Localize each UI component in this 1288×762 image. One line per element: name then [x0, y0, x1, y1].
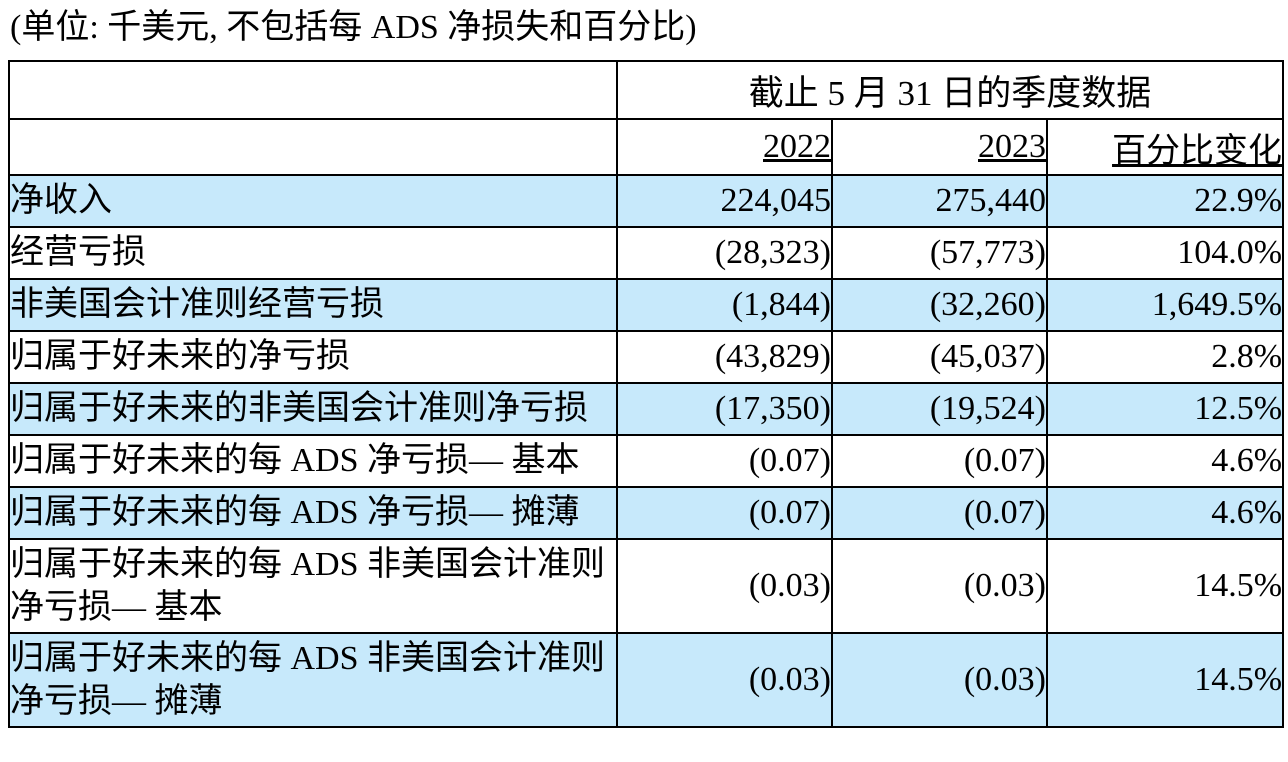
period-span-header: 截止 5 月 31 日的季度数据: [615, 60, 1285, 121]
value-2022: (0.07): [616, 486, 833, 541]
table-row: 经营亏损 (28,323) (57,773) 104.0%: [8, 226, 1285, 281]
value-2023: 275,440: [831, 174, 1048, 229]
value-pct-change: 12.5%: [1045, 382, 1285, 437]
row-label: 归属于好未来的净亏损: [8, 330, 618, 385]
value-2022: (43,829): [616, 330, 833, 385]
quarterly-financials-table: 截止 5 月 31 日的季度数据 2022 2023 百分比变化 净收入 224…: [8, 60, 1285, 729]
header-corner-cell: [8, 118, 618, 177]
header-corner-cell: [8, 60, 618, 121]
table-row: 归属于好未来的非美国会计准则净亏损 (17,350) (19,524) 12.5…: [8, 382, 1285, 437]
table-row: 净收入 224,045 275,440 22.9%: [8, 174, 1285, 229]
value-2023: (0.03): [831, 538, 1048, 635]
column-header-pct-change: 百分比变化: [1045, 118, 1285, 177]
units-caption: (单位: 千美元, 不包括每 ADS 净损失和百分比): [10, 9, 697, 46]
row-label: 经营亏损: [8, 226, 618, 281]
table-row: 非美国会计准则经营亏损 (1,844) (32,260) 1,649.5%: [8, 278, 1285, 333]
row-label: 归属于好未来的每 ADS 非美国会计准则净亏损— 摊薄: [8, 632, 618, 729]
value-pct-change: 2.8%: [1045, 330, 1285, 385]
table-header-span-row: 截止 5 月 31 日的季度数据: [8, 60, 1285, 121]
column-header-label: 2022: [763, 128, 831, 166]
row-label: 归属于好未来的每 ADS 非美国会计准则净亏损— 基本: [8, 538, 618, 635]
table-row: 归属于好未来的每 ADS 净亏损— 摊薄 (0.07) (0.07) 4.6%: [8, 486, 1285, 541]
row-label: 净收入: [8, 174, 618, 229]
value-2023: (0.03): [831, 632, 1048, 729]
row-label: 归属于好未来的非美国会计准则净亏损: [8, 382, 618, 437]
value-2022: (0.07): [616, 434, 833, 489]
column-header-2022: 2022: [616, 118, 833, 177]
value-2023: (0.07): [831, 434, 1048, 489]
value-2022: (0.03): [616, 538, 833, 635]
value-pct-change: 4.6%: [1045, 486, 1285, 541]
value-pct-change: 4.6%: [1045, 434, 1285, 489]
value-2022: (17,350): [616, 382, 833, 437]
table-row: 归属于好未来的净亏损 (43,829) (45,037) 2.8%: [8, 330, 1285, 385]
value-pct-change: 14.5%: [1045, 538, 1285, 635]
table-row: 归属于好未来的每 ADS 非美国会计准则净亏损— 摊薄 (0.03) (0.03…: [8, 632, 1285, 729]
column-header-label: 2023: [978, 128, 1046, 166]
value-pct-change: 14.5%: [1045, 632, 1285, 729]
row-label: 归属于好未来的每 ADS 净亏损— 基本: [8, 434, 618, 489]
row-label: 非美国会计准则经营亏损: [8, 278, 618, 333]
value-2023: (19,524): [831, 382, 1048, 437]
value-2022: (0.03): [616, 632, 833, 729]
value-2023: (45,037): [831, 330, 1048, 385]
value-2022: (28,323): [616, 226, 833, 281]
value-2023: (0.07): [831, 486, 1048, 541]
column-header-2023: 2023: [831, 118, 1048, 177]
value-2022: (1,844): [616, 278, 833, 333]
value-pct-change: 22.9%: [1045, 174, 1285, 229]
column-header-label: 百分比变化: [1112, 132, 1283, 170]
value-pct-change: 1,649.5%: [1045, 278, 1285, 333]
value-2022: 224,045: [616, 174, 833, 229]
value-2023: (57,773): [831, 226, 1048, 281]
table-header-columns-row: 2022 2023 百分比变化: [8, 118, 1285, 177]
table-row: 归属于好未来的每 ADS 非美国会计准则净亏损— 基本 (0.03) (0.03…: [8, 538, 1285, 635]
value-2023: (32,260): [831, 278, 1048, 333]
table-row: 归属于好未来的每 ADS 净亏损— 基本 (0.07) (0.07) 4.6%: [8, 434, 1285, 489]
value-pct-change: 104.0%: [1045, 226, 1285, 281]
row-label: 归属于好未来的每 ADS 净亏损— 摊薄: [8, 486, 618, 541]
